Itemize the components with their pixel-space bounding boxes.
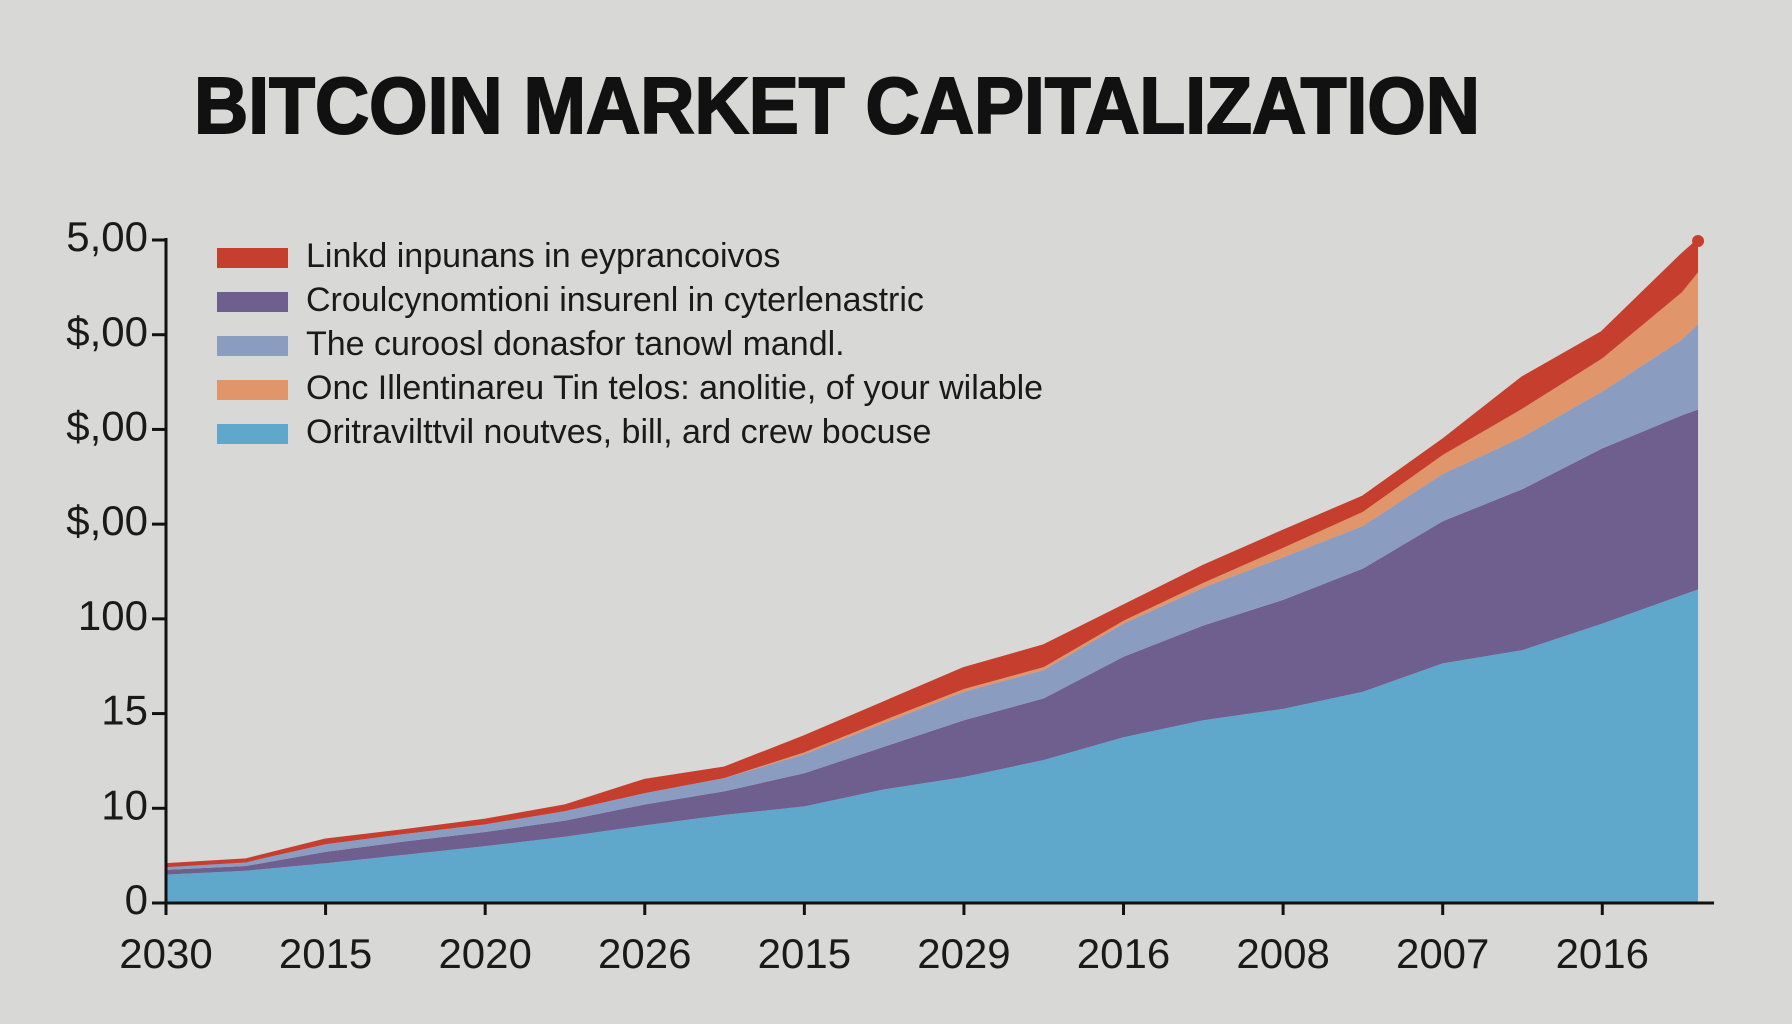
y-tick-label: 5,00 [66, 213, 148, 260]
legend-label: Onc Illentinareu Tin telos: anolitie, of… [306, 369, 1043, 407]
legend-label: Oritravilttvil noutves, bill, ard crew b… [306, 413, 931, 451]
y-tick-label: $,00 [66, 403, 148, 450]
y-tick-label: $,00 [66, 308, 148, 355]
x-tick-label: 2029 [917, 930, 1010, 977]
y-tick-label: 10 [101, 781, 148, 828]
x-tick-label: 2030 [119, 930, 212, 977]
area [166, 589, 1699, 903]
legend-swatch [217, 336, 288, 356]
legend-label: Linkd inpunans in eyprancoivos [306, 237, 780, 275]
legend-swatch [217, 380, 288, 400]
y-tick-label: 100 [78, 592, 148, 639]
end-point [1692, 234, 1705, 247]
x-tick-label: 2007 [1396, 930, 1489, 977]
legend-label: Croulcynomtioni insurenl in cyterlenastr… [306, 281, 924, 319]
x-tick-label: 2015 [279, 930, 372, 977]
y-tick-label: 15 [101, 687, 148, 734]
top-line [165, 239, 1700, 868]
chart-title: BITCOIN MARKET CAPITALIZATION [194, 61, 1480, 150]
legend-swatch [217, 248, 288, 268]
x-tick-label: 2008 [1236, 930, 1329, 977]
legend-label: The curoosl donasfor tanowl mandl. [306, 325, 845, 363]
x-tick-label: 2026 [598, 930, 691, 977]
legend-swatch [217, 424, 288, 444]
x-tick-label: 2015 [758, 930, 851, 977]
x-tick-label: 2016 [1556, 930, 1649, 977]
y-tick-label: 0 [125, 876, 148, 923]
area [166, 409, 1699, 875]
y-tick-label: $,00 [66, 497, 148, 544]
x-tick-label: 2020 [438, 930, 531, 977]
legend-swatch [217, 292, 288, 312]
x-tick-label: 2016 [1077, 930, 1170, 977]
